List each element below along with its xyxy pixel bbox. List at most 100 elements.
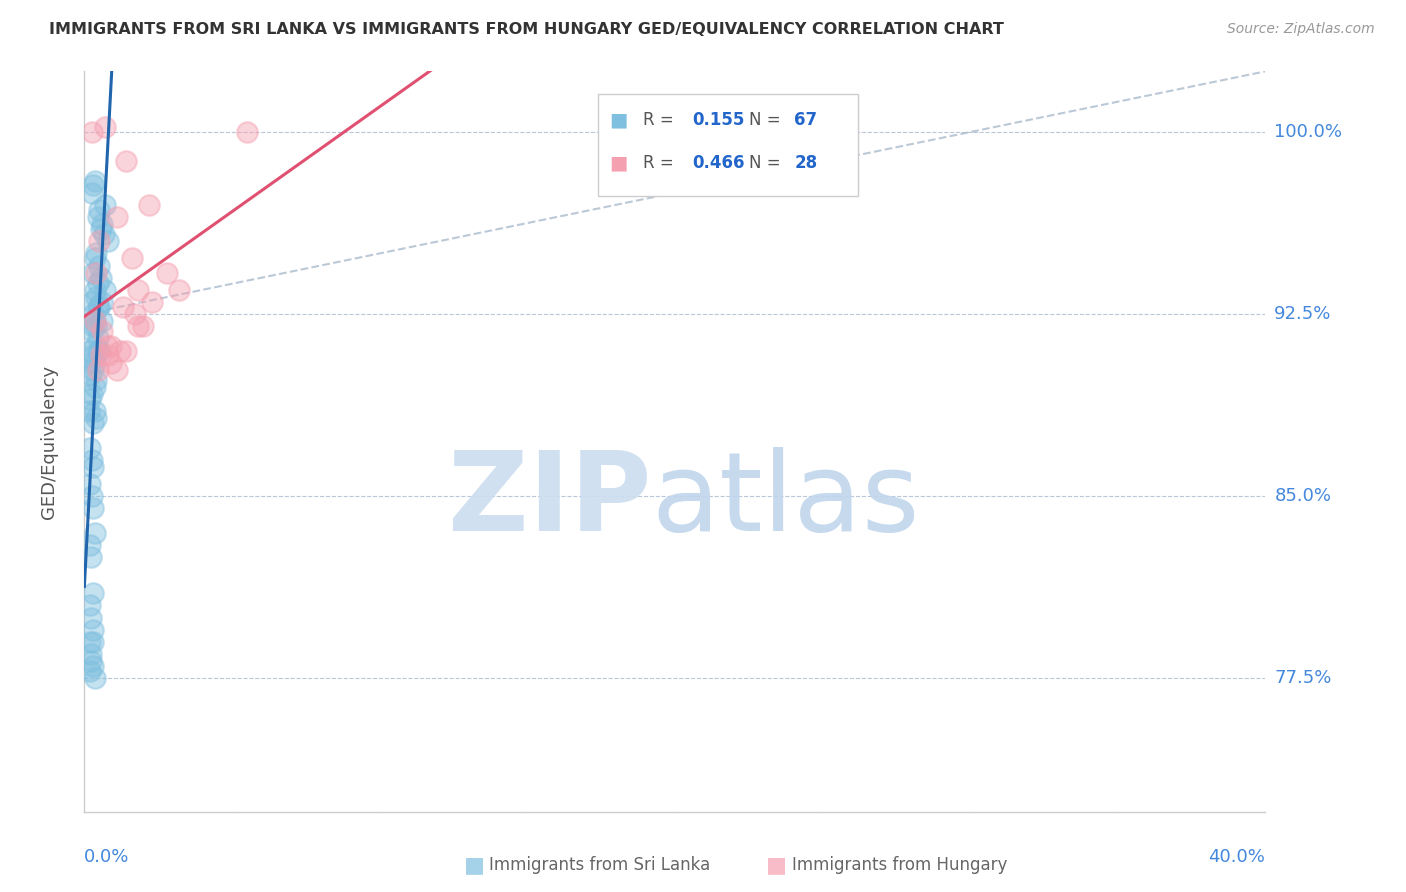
Point (94, 283, 117, 297)
Point (83, 314, 105, 328)
Point (87, 234, 111, 248)
Point (114, 154, 136, 169)
Point (83, 404, 105, 418)
Point (87, 300, 111, 314)
Point (138, 198, 160, 212)
Point (236, 125, 259, 139)
Point (132, 319, 155, 334)
Text: R =: R = (643, 154, 679, 172)
Text: 0.0%: 0.0% (84, 848, 129, 866)
Text: ■: ■ (464, 855, 485, 875)
Text: N =: N = (749, 154, 786, 172)
Text: 77.5%: 77.5% (1274, 669, 1331, 687)
Point (91, 295, 114, 310)
Point (83, 339, 105, 353)
Point (105, 210, 128, 224)
Text: Immigrants from Sri Lanka: Immigrants from Sri Lanka (489, 856, 710, 874)
Point (80, 125, 103, 139)
Text: R =: R = (643, 112, 679, 129)
Point (114, 343, 136, 358)
Point (121, 252, 143, 266)
Text: GED/Equivalency: GED/Equivalency (39, 365, 58, 518)
Point (86, 331, 108, 345)
Text: atlas: atlas (651, 447, 920, 554)
Point (79, 356, 101, 370)
Point (83, 525, 105, 540)
Point (84, 319, 107, 334)
Point (77, 343, 100, 358)
Point (80, 387, 103, 401)
Point (156, 266, 179, 280)
Point (82, 307, 104, 321)
Text: ZIP: ZIP (449, 447, 651, 554)
Point (124, 307, 146, 321)
Point (100, 356, 122, 370)
Point (82, 266, 104, 280)
Point (80, 324, 103, 338)
Point (82, 460, 104, 475)
Point (83, 314, 105, 328)
Text: 40.0%: 40.0% (1209, 848, 1265, 866)
Point (83, 671, 105, 685)
Point (87, 202, 111, 217)
Point (82, 586, 104, 600)
Point (80, 549, 103, 564)
Text: 0.155: 0.155 (692, 112, 744, 129)
Point (93, 227, 115, 241)
Point (80, 654, 103, 668)
Point (91, 217, 114, 231)
Point (90, 222, 112, 236)
Text: 0.466: 0.466 (692, 154, 744, 172)
Point (80, 186, 103, 200)
Point (94, 120, 117, 135)
Point (80, 452, 103, 467)
Point (127, 319, 149, 334)
Text: ■: ■ (766, 855, 787, 875)
Point (79, 477, 101, 491)
Text: 28: 28 (794, 154, 817, 172)
Point (77, 404, 100, 418)
Point (83, 356, 105, 370)
Text: 67: 67 (794, 112, 817, 129)
Text: Source: ZipAtlas.com: Source: ZipAtlas.com (1227, 22, 1375, 37)
Point (79, 368, 101, 382)
Point (84, 246, 107, 260)
Point (82, 319, 104, 334)
Point (111, 300, 134, 314)
Point (80, 295, 103, 310)
Point (83, 252, 105, 266)
Text: 92.5%: 92.5% (1274, 305, 1331, 323)
Point (87, 343, 111, 358)
Point (79, 635, 101, 649)
Point (79, 664, 101, 678)
Point (96, 339, 118, 353)
Point (86, 343, 108, 358)
Point (82, 417, 104, 431)
Point (83, 380, 105, 394)
Point (80, 489, 103, 503)
Point (84, 266, 107, 280)
Point (83, 173, 105, 187)
Point (86, 363, 108, 377)
Point (127, 283, 149, 297)
Point (141, 295, 163, 310)
Point (79, 538, 101, 552)
Text: 85.0%: 85.0% (1274, 487, 1331, 505)
Point (100, 339, 122, 353)
Point (82, 363, 104, 377)
Text: IMMIGRANTS FROM SRI LANKA VS IMMIGRANTS FROM HUNGARY GED/EQUIVALENCY CORRELATION: IMMIGRANTS FROM SRI LANKA VS IMMIGRANTS … (49, 22, 1004, 37)
Point (86, 276, 108, 290)
Point (79, 599, 101, 613)
Point (82, 659, 104, 673)
Point (83, 283, 105, 297)
Point (84, 373, 107, 387)
Point (94, 198, 117, 212)
Point (82, 178, 104, 193)
Point (86, 210, 108, 224)
Text: N =: N = (749, 112, 786, 129)
Point (80, 647, 103, 661)
Text: ■: ■ (609, 111, 627, 130)
Point (167, 283, 190, 297)
Point (82, 501, 104, 516)
Point (82, 635, 104, 649)
